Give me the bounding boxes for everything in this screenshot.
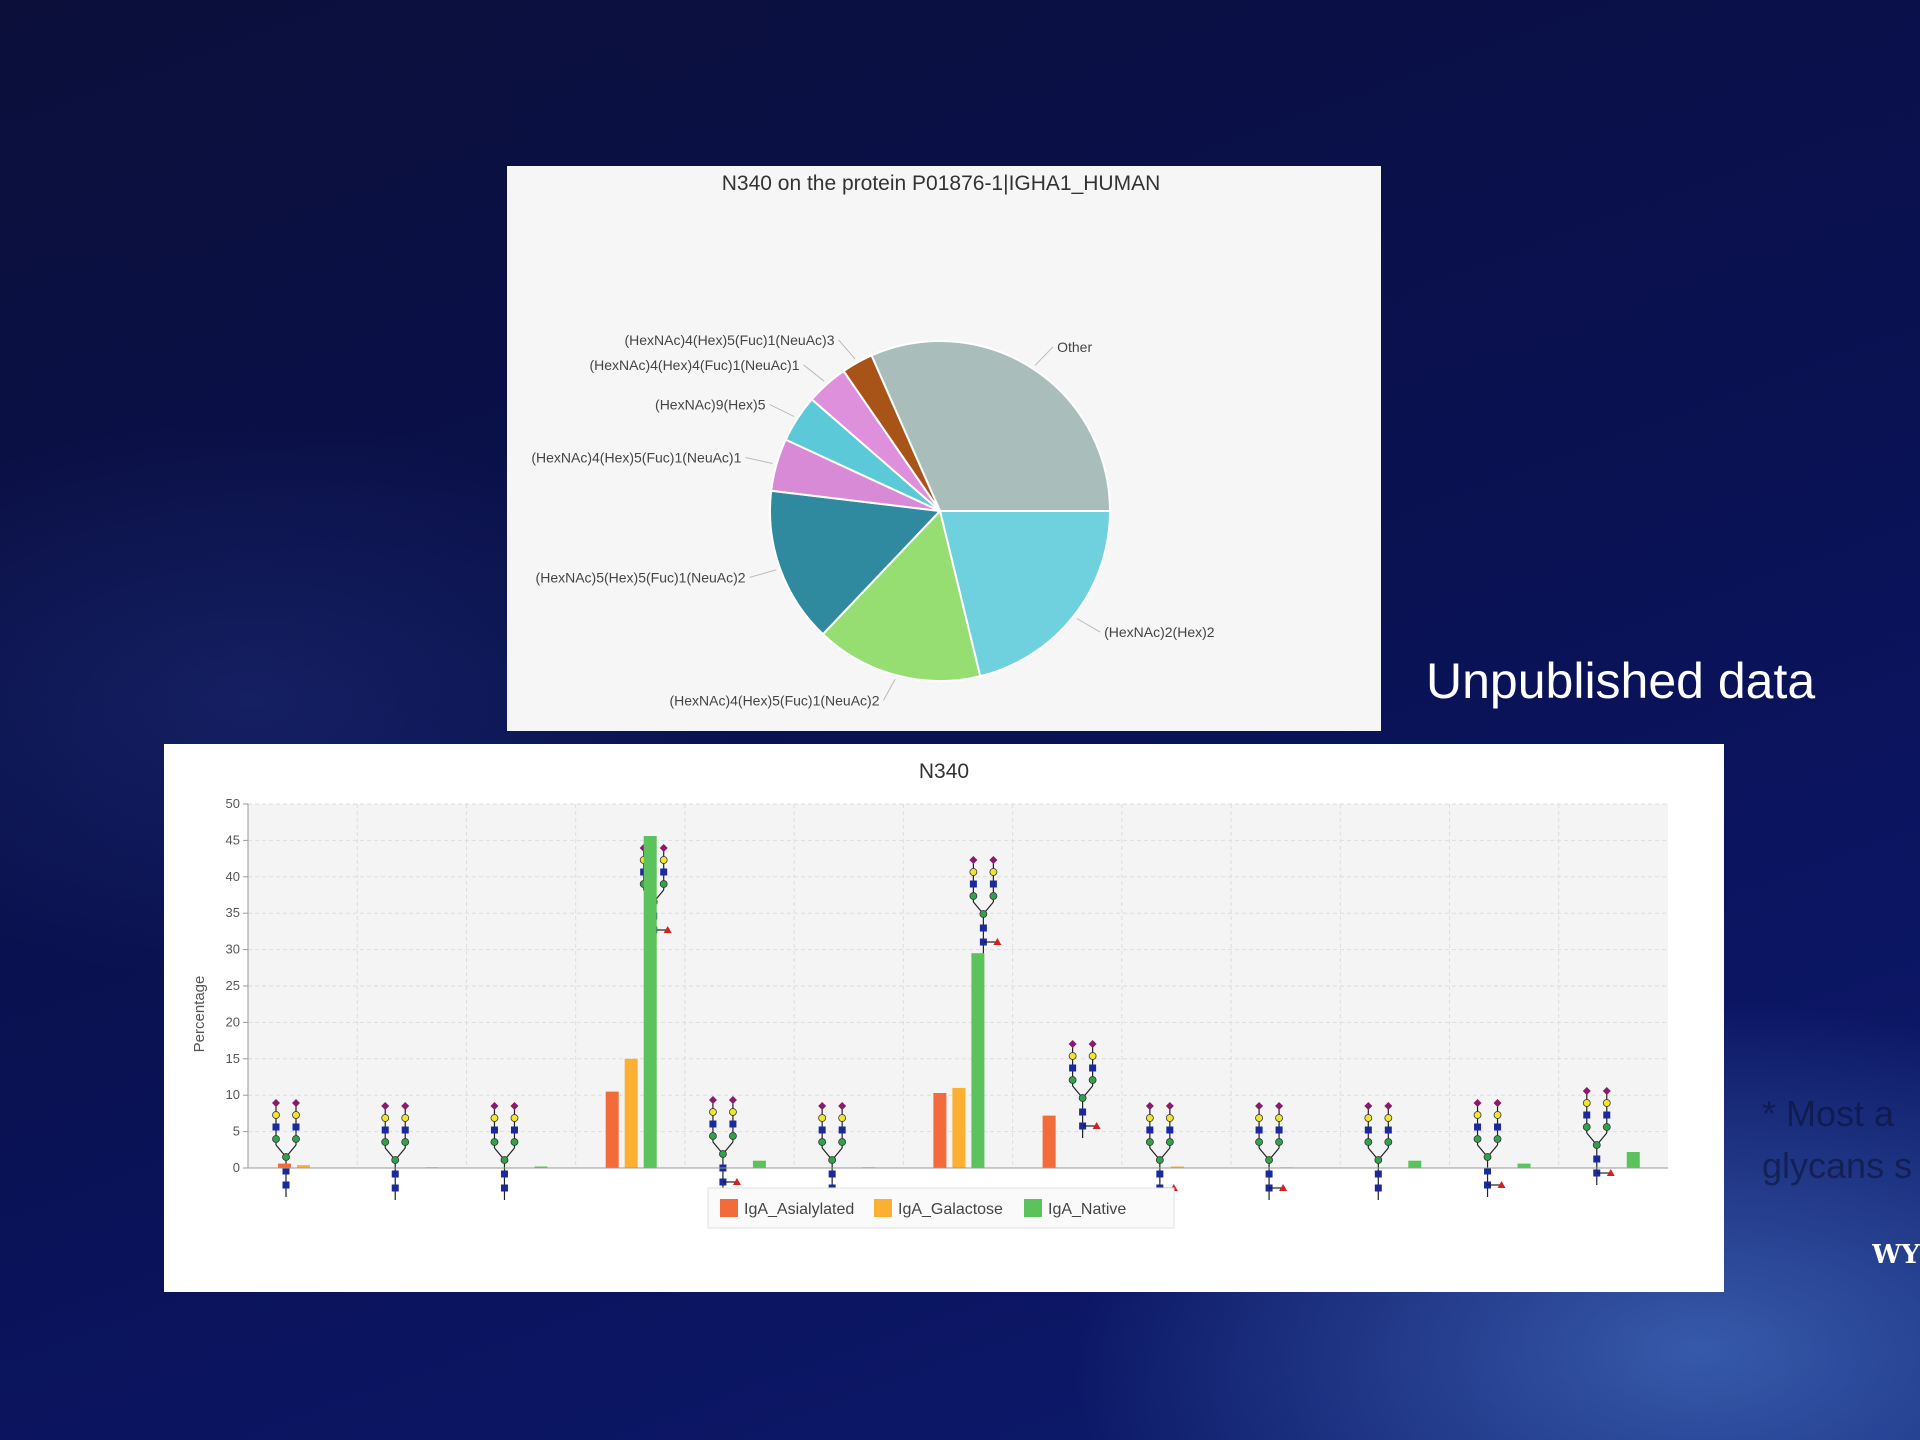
bar [605, 1091, 619, 1168]
bar [1170, 1166, 1184, 1168]
pie-chart-panel: N340 on the protein P01876-1|IGHA1_HUMAN… [507, 166, 1381, 731]
bar [278, 1163, 291, 1168]
glycan-icon [1473, 1099, 1506, 1197]
y-tick-label: 0 [233, 1160, 240, 1175]
pie-slice-label: Other [1057, 339, 1092, 355]
y-axis-label: Percentage [191, 976, 208, 1053]
pie-slice-label: (HexNAc)4(Hex)4(Fuc)1(NeuAc)1 [589, 357, 799, 373]
y-tick-label: 40 [226, 869, 240, 884]
y-tick-label: 45 [226, 832, 240, 847]
partial-logo: WY [1872, 1240, 1920, 1270]
pie-slice [821, 508, 982, 682]
y-tick-label: 50 [226, 796, 240, 811]
legend-swatch [1024, 1199, 1042, 1217]
y-tick-label: 25 [226, 978, 240, 993]
pie-slice [870, 340, 1112, 512]
glycan-icon [381, 1102, 410, 1200]
pie-slice-label: (HexNAc)9(Hex)5 [655, 396, 766, 412]
pie-label-leader [769, 403, 795, 417]
bar [643, 836, 657, 1168]
glycan-icon [1364, 1102, 1393, 1200]
bar [297, 1165, 310, 1168]
glycan-icon [272, 1099, 300, 1197]
y-tick-label: 20 [226, 1014, 240, 1029]
pie-slice-label: (HexNAc)2(Hex)2 [1104, 624, 1215, 640]
bar [1626, 1152, 1640, 1168]
unpublished-data-heading: Unpublished data [1426, 653, 1816, 709]
bar-chart-title: N340 [919, 760, 969, 783]
bar [1042, 1115, 1056, 1168]
legend-swatch [874, 1199, 892, 1217]
glycan-structures [272, 844, 1615, 1200]
pie-label-leader [745, 457, 773, 464]
glycan-icon [969, 856, 1002, 954]
bar [971, 953, 985, 1168]
pie-label-leader [883, 678, 896, 701]
partial-footnote: * Most a glycans s [1762, 1088, 1920, 1198]
pie-chart-title: N340 on the protein P01876-1|IGHA1_HUMAN [722, 172, 1161, 195]
pie-slice [938, 510, 1112, 678]
legend-entry: IgA_Asialylated [744, 1201, 854, 1218]
glycan-icon [1068, 1040, 1101, 1138]
legend-swatch [720, 1199, 738, 1217]
glycan-icon [1582, 1087, 1615, 1185]
legend-box [707, 1187, 1175, 1229]
glycan-icon [1145, 1102, 1178, 1200]
y-tick-label: 5 [233, 1124, 240, 1139]
partial-footnote-line-1: * Most a [1762, 1093, 1895, 1134]
legend-entry: IgA_Native [1048, 1201, 1126, 1218]
bar [752, 1160, 766, 1168]
y-tick-label: 10 [226, 1087, 240, 1102]
bar-chart: N340 0 5 10 15 20 25 30 35 40 45 50 Percentage IgA… [191, 760, 1668, 1229]
pie-slice [769, 489, 943, 636]
pie-slice-label: (HexNAc)4(Hex)5(Fuc)1(NeuAc)1 [531, 450, 741, 466]
glycan-icon [708, 1096, 741, 1194]
bar [534, 1166, 548, 1168]
y-tick-label: 15 [226, 1051, 240, 1066]
bar [624, 1058, 638, 1168]
pie-label-leader [749, 569, 777, 578]
pie-slice [842, 354, 941, 512]
pie-slice-label: (HexNAc)5(Hex)5(Fuc)1(NeuAc)2 [536, 569, 746, 585]
partial-footnote-line-2: glycans s [1762, 1145, 1913, 1186]
y-tick-label: 35 [226, 905, 240, 920]
y-tick-label: 30 [226, 942, 240, 957]
pie-label-leader [1076, 618, 1101, 633]
legend: IgA_Asialylated IgA_Galactose IgA_Native [707, 1187, 1175, 1229]
pie-label-leader [803, 364, 825, 382]
pie-label-leader [838, 339, 856, 360]
pie-label-leader [1034, 346, 1054, 366]
glycan-icon [490, 1102, 519, 1200]
bar [933, 1093, 947, 1168]
bar [1408, 1160, 1422, 1168]
bar-chart-panel: N340 0 5 10 15 20 25 30 35 40 45 50 Percentage IgA… [164, 744, 1724, 1292]
bar [952, 1087, 966, 1168]
pie-chart: N340 on the protein P01876-1|IGHA1_HUMAN… [531, 172, 1215, 708]
glycan-icon [1255, 1102, 1288, 1200]
pie-slice-label: (HexNAc)4(Hex)5(Fuc)1(NeuAc)2 [669, 692, 879, 708]
bar [1517, 1163, 1531, 1168]
legend-entry: IgA_Galactose [898, 1201, 1003, 1218]
pie-slice-label: (HexNAc)4(Hex)5(Fuc)1(NeuAc)3 [624, 332, 834, 348]
